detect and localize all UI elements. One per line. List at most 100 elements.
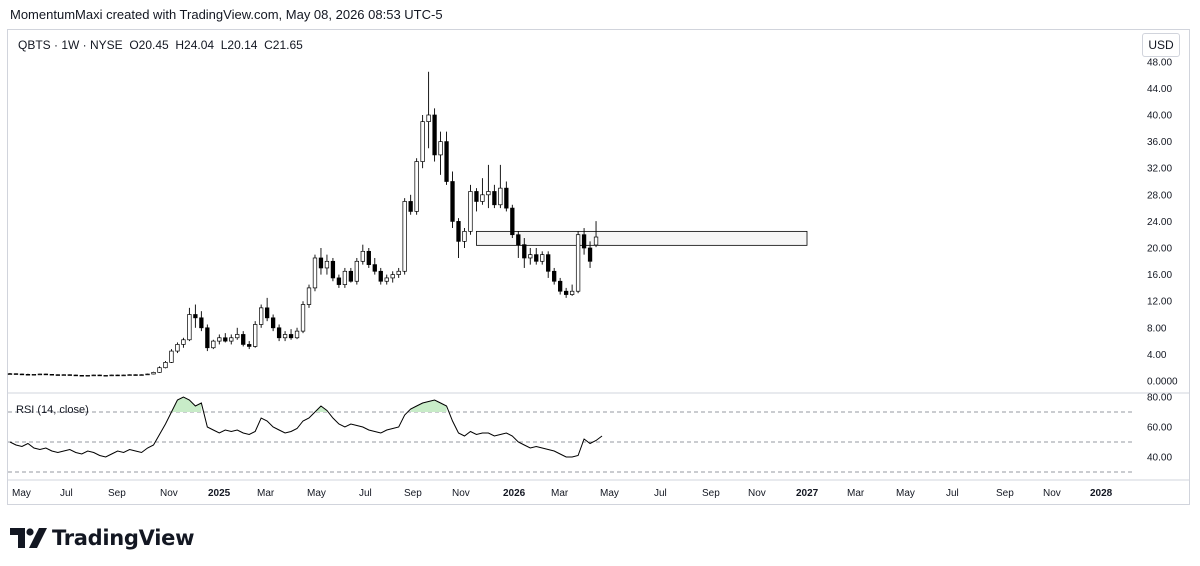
time-tick-label: Nov (160, 488, 178, 499)
price-tick-label: 24.00 (1147, 217, 1172, 228)
candle (67, 374, 72, 376)
candle (534, 248, 539, 265)
candle (402, 198, 407, 275)
candle-body-down (552, 270, 557, 282)
candle (288, 329, 294, 340)
candle (270, 314, 276, 332)
candle (43, 373, 49, 376)
candle (558, 277, 563, 295)
candle-body-up (7, 373, 13, 375)
candle (366, 248, 371, 268)
candle (569, 284, 575, 296)
candle (223, 333, 228, 343)
candle-body-down (581, 234, 587, 249)
candle-body-down (73, 374, 78, 377)
candle (474, 188, 479, 212)
time-tick-label: Jul (946, 488, 959, 499)
candle (187, 307, 192, 342)
rsi-indicator-label[interactable]: RSI (14, close) (16, 404, 89, 416)
candle-body-down (264, 307, 270, 319)
candle-body-down (13, 373, 19, 375)
candle-body-up (569, 290, 575, 295)
candle-body-up (127, 374, 132, 376)
candle-body-up (324, 260, 330, 269)
support-zone-rectangle[interactable] (476, 230, 808, 246)
candle (85, 374, 90, 377)
candle (282, 331, 288, 342)
time-tick-label: Mar (847, 488, 865, 499)
candle-body-down (330, 260, 336, 279)
candle (330, 257, 336, 282)
rsi-layer (9, 396, 603, 458)
candle-body-up (462, 231, 467, 242)
candle-body-up (175, 344, 180, 352)
candle (79, 374, 84, 377)
time-tick-label: Sep (108, 488, 126, 499)
time-tick-label: Jul (654, 488, 667, 499)
candle-body-down (67, 374, 72, 376)
candle (103, 374, 108, 377)
candle-body-up (498, 187, 503, 206)
time-axis: May Jul Sep Nov 2025 Mar May Jul Sep Nov 2026 Mar Ma… (12, 488, 1113, 499)
candle-body-down (79, 374, 84, 377)
candle-body-up (342, 270, 348, 285)
candle-body-down (270, 317, 276, 329)
candle (259, 304, 264, 328)
rsi-tick-label: 40.00 (1147, 453, 1172, 464)
candle-body-down (19, 373, 25, 376)
time-tick-label: May (600, 488, 619, 499)
candle-body-down (115, 374, 120, 377)
candle-body-down (133, 374, 138, 376)
candle-body-up (312, 257, 318, 289)
candle-body-up (109, 374, 114, 377)
candle (205, 324, 210, 352)
time-tick-label: 2026 (503, 488, 526, 499)
candle-body-down (276, 327, 282, 339)
candle-body-down (587, 247, 593, 262)
candle-body-down (456, 221, 461, 242)
candle (414, 158, 419, 215)
candle-body-up (181, 339, 186, 345)
rsi-overbought-area (314, 406, 327, 412)
candle (217, 334, 222, 345)
candle (498, 164, 503, 209)
candle-body-down (444, 141, 449, 182)
price-tick-label: 36.00 (1147, 137, 1172, 148)
grid-lines (8, 392, 1189, 481)
candle-body-up (151, 372, 156, 375)
candle (312, 254, 318, 292)
rsi-line (9, 396, 603, 458)
candle (450, 171, 455, 229)
candle (510, 204, 515, 239)
candle (121, 374, 126, 377)
time-tick-label: May (307, 488, 326, 499)
candle (540, 251, 545, 265)
candle-body-up (390, 274, 395, 279)
candle-body-down (516, 234, 521, 246)
candle (133, 374, 138, 376)
candle-body-up (31, 374, 37, 376)
candle (468, 184, 473, 235)
candle (91, 374, 96, 377)
price-axis: 48.00 44.00 40.00 36.00 32.00 28.00 24.00 20.00… (1147, 57, 1178, 387)
candle (115, 374, 120, 377)
candle (522, 238, 527, 268)
candle-body-up (121, 374, 126, 377)
candle (480, 178, 485, 205)
candle (235, 327, 240, 340)
price-tick-label: 4.00 (1147, 350, 1167, 361)
candle-body-down (223, 337, 228, 342)
candle-body-up (426, 114, 431, 123)
tradingview-logo: TradingView (10, 524, 194, 552)
rsi-overbought-fill (171, 397, 447, 412)
candle (306, 284, 312, 308)
candle (73, 374, 78, 377)
currency-button[interactable]: USD (1142, 33, 1180, 57)
candle-body-up (259, 307, 264, 325)
candle (61, 374, 66, 376)
candle (247, 341, 252, 350)
candle (552, 267, 557, 285)
candle (37, 373, 43, 376)
price-tick-label: 8.00 (1147, 323, 1167, 334)
